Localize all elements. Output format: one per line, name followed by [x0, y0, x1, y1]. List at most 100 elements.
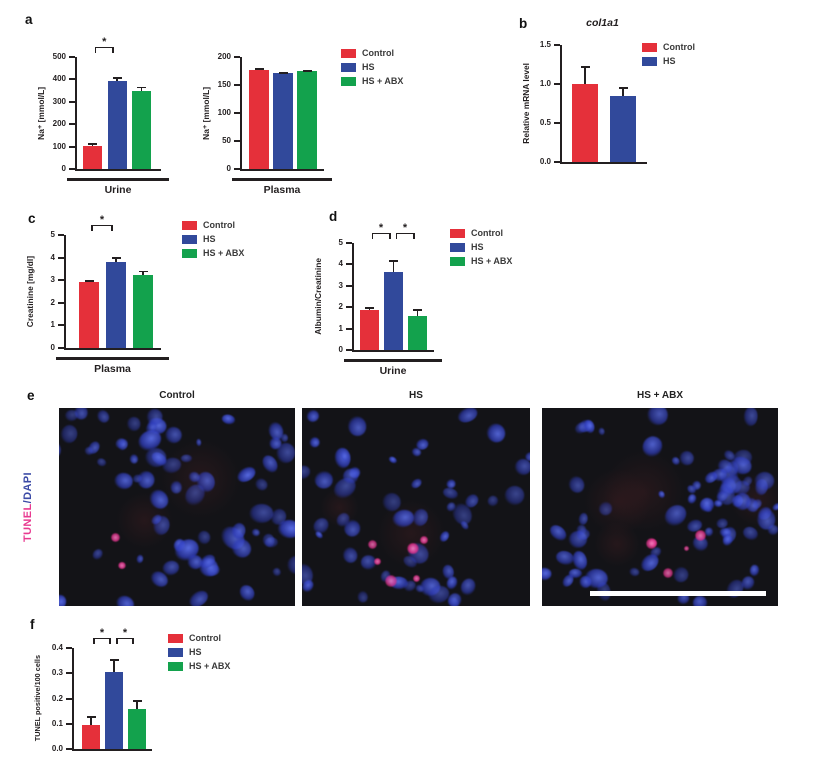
legend-item-hs: HS — [168, 647, 230, 657]
chart-col1a1-mrna: col1a1 Relative mRNA level 0.0 0.5 1.0 1.5 — [516, 17, 647, 166]
error-bar-cap — [109, 659, 119, 662]
y-axis-label: Relative mRNA level — [520, 63, 531, 144]
axis-tick-label: 1.5 — [539, 40, 551, 49]
bar-control — [249, 69, 269, 169]
dapi-nucleus — [221, 413, 237, 426]
bar-hs-abx — [128, 708, 146, 749]
error-bar — [140, 86, 143, 92]
x-axis-underline — [56, 357, 169, 360]
dapi-nucleus — [305, 408, 321, 423]
error-bar-cap — [132, 699, 142, 702]
dapi-nucleus — [135, 554, 144, 564]
chart-plasma-creatinine: Creatinine [mg/dl] 0 1 2 3 4 5 * Plasma — [20, 215, 169, 375]
axis-tick — [346, 242, 352, 244]
axis-tick-label: 0 — [226, 164, 231, 173]
axis-tick-label: 2 — [338, 302, 343, 312]
error-bar — [116, 76, 118, 81]
dapi-nucleus — [302, 561, 316, 587]
legend-item-hs: HS — [182, 234, 244, 244]
axis-tick — [346, 306, 352, 309]
bar-hs — [106, 262, 126, 348]
axis-tick — [58, 324, 64, 327]
sig-bracket: * — [371, 223, 391, 239]
axis-tick-label: 0 — [338, 345, 343, 354]
x-axis-label: Urine — [379, 365, 407, 377]
legend-swatch — [168, 647, 183, 657]
legend-swatch — [168, 661, 183, 671]
dapi-nucleus — [126, 416, 141, 431]
axis-tick-label: 4 — [338, 259, 343, 269]
dapi-nucleus — [740, 524, 760, 543]
error-bar — [622, 87, 624, 96]
legend-swatch — [450, 256, 465, 266]
axis-tick-label: 0.1 — [51, 718, 63, 728]
axis-tick-label: 100 — [217, 108, 231, 117]
dapi-nucleus — [64, 408, 79, 423]
dapi-nucleus — [95, 457, 108, 469]
axis-tick — [346, 263, 352, 266]
dapi-nucleus — [576, 528, 591, 541]
axis-tick — [554, 122, 560, 124]
legend-label: Control — [663, 42, 695, 52]
plot-area: Na⁺ [mmol/L] 0 100 200 300 400 500 * — [36, 37, 161, 173]
axis-tick — [234, 112, 240, 114]
axis-tick — [69, 168, 75, 170]
legend-label: HS + ABX — [471, 256, 513, 266]
axis-tick-label: 0.2 — [51, 693, 63, 703]
legend-item-hs: HS — [341, 62, 403, 72]
legend-label: HS + ABX — [203, 248, 245, 258]
axis-tick-label: 300 — [52, 96, 66, 106]
legend-label: HS — [663, 56, 676, 66]
legend-swatch — [642, 56, 657, 66]
bar-hs — [107, 80, 127, 169]
plot-area: Na⁺ [mmol/L] 0 50 100 150 200 — [201, 52, 324, 173]
axis-tick-label: 1.0 — [539, 79, 551, 88]
axis-tick — [66, 697, 72, 700]
error-bar-cap — [618, 87, 628, 89]
sig-star: * — [99, 627, 105, 639]
legend-item-control: Control — [450, 228, 512, 238]
legend-item-hs: HS — [642, 56, 695, 66]
error-bar-cap — [413, 308, 422, 311]
legend-item-control: Control — [642, 42, 695, 52]
x-axis-label: Plasma — [94, 363, 131, 375]
tunel-positive-cell — [684, 546, 690, 552]
sig-bracket: * — [94, 37, 114, 53]
tunel-positive-cell — [407, 542, 419, 555]
panel-label-e: e — [27, 388, 35, 403]
micro-image-control — [59, 408, 295, 606]
axis-tick-label: 0.0 — [51, 744, 63, 753]
legend-label: HS + ABX — [189, 661, 231, 671]
bar-hs — [105, 672, 123, 749]
micro-title-control: Control — [159, 390, 195, 401]
error-bar-cap — [254, 68, 264, 70]
panel-label-d: d — [329, 209, 338, 224]
chart-plasma-sodium: Na⁺ [mmol/L] 0 50 100 150 200 Plasma — [196, 41, 332, 196]
axis-tick — [69, 123, 75, 126]
error-bar — [584, 66, 586, 84]
x-axis-underline — [67, 178, 169, 181]
sig-bracket: * — [91, 215, 113, 231]
panel-label-a: a — [25, 12, 33, 27]
dapi-nucleus — [458, 576, 479, 598]
sig-star: * — [378, 222, 384, 234]
sig-bracket: * — [116, 628, 134, 644]
error-bar-cap — [86, 716, 96, 718]
tunel-text: TUNEL — [22, 503, 34, 543]
dapi-nucleus — [237, 582, 258, 604]
dapi-nucleus — [113, 592, 137, 606]
legend-item-hs: HS — [450, 242, 512, 252]
bar-control — [83, 145, 102, 169]
axis-tick-label: 100 — [52, 141, 66, 151]
error-bar-cap — [302, 69, 312, 72]
legend-swatch — [341, 48, 356, 58]
bar-control — [360, 309, 379, 350]
legend-swatch — [450, 228, 465, 238]
error-bar — [90, 716, 92, 726]
bar-hs-abx — [132, 91, 151, 169]
dapi-nucleus — [698, 495, 717, 515]
dapi-nucleus — [749, 564, 760, 576]
axis-tick-label: 0.5 — [539, 118, 551, 127]
legend-label: HS — [362, 62, 375, 72]
legend-swatch — [182, 234, 197, 244]
